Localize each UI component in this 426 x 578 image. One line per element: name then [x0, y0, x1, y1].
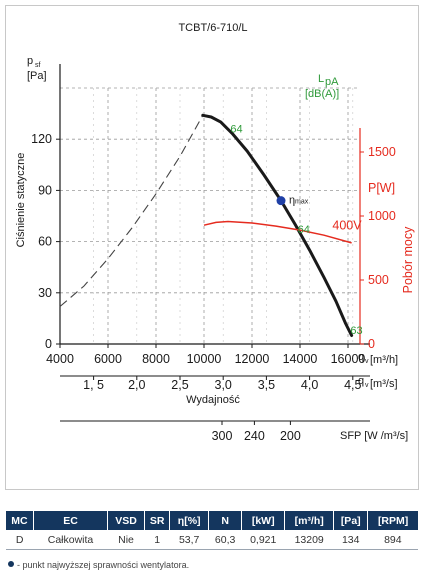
table-header-cell: EC: [33, 511, 109, 530]
x-tick-label-m3h: 16000: [331, 352, 366, 366]
x-tick-label-m3h: 8000: [142, 352, 170, 366]
lpa-marker-label: 64: [230, 123, 242, 135]
lpa-symbol: L: [318, 73, 324, 85]
y-axis-symbol: p: [27, 55, 33, 67]
lpa-marker-label: 63: [350, 325, 362, 337]
power-curve: [203, 220, 352, 244]
chart-title: TCBT/6-710/L: [178, 22, 247, 34]
table-header-cell: N: [208, 511, 243, 530]
x-axis-symbol-m3s: q: [358, 375, 364, 387]
axes: [56, 64, 370, 425]
power-tick-label: 1500: [368, 145, 396, 159]
table-cell: 134: [333, 530, 368, 550]
table-cell: 1: [144, 530, 170, 550]
table-header-cell: [kW]: [241, 511, 286, 530]
voltage-label: 400V: [332, 218, 362, 232]
x-axis-unit-m3s: [m³/s]: [370, 378, 398, 390]
y-axis-unit: [Pa]: [27, 70, 47, 82]
table-header-cell: SR: [144, 511, 171, 530]
x-axis-symbol-m3s-sub: v: [365, 382, 369, 389]
y-axis-symbol-sub: sf: [35, 62, 41, 69]
table-header-cell: [Pa]: [333, 511, 369, 530]
x-tick-label-m3s: 4,0: [301, 378, 318, 392]
pressure-curve: [201, 113, 354, 337]
y-tick-label: 0: [45, 337, 52, 351]
chart-frame: [5, 5, 419, 490]
sfp-tick-label: 200: [280, 429, 301, 443]
x-tick-label-m3h: 6000: [94, 352, 122, 366]
footnote-text: - punkt najwyższej sprawności wentylator…: [17, 560, 190, 570]
x-tick-label-m3h: 10000: [187, 352, 222, 366]
table-header-cell: MC: [6, 511, 34, 530]
eta-max-label-sub: max: [295, 199, 309, 206]
table-cell: 60,3: [208, 530, 242, 550]
x-axis-symbol-m3h: q: [358, 351, 364, 363]
fan-parameters-table: MC EC VSD SR η[%] N [kW] [m³/h] [Pa] [RPM] D Całko…: [6, 511, 418, 550]
x-tick-label-m3s: 4,5: [344, 378, 361, 392]
pressure-curve-dashed: [59, 115, 204, 307]
x-tick-label-m3s: 3,5: [258, 378, 275, 392]
x-tick-label-m3h: 12000: [235, 352, 270, 366]
table-cell: Całkowita: [33, 530, 108, 550]
table-cell: 894: [367, 530, 418, 550]
curves: [59, 113, 354, 337]
sfp-tick-label: 300: [212, 429, 233, 443]
x-tick-label-m3s: 3,0: [215, 378, 232, 392]
table-cell: 13209: [284, 530, 334, 550]
x-tick-label-m3h: 4000: [46, 352, 74, 366]
power-axis-title: Pobór mocy: [401, 226, 415, 293]
table-header-cell: VSD: [107, 511, 145, 530]
lpa-unit: [dB(A)]: [305, 88, 339, 100]
table-cell: Nie: [107, 530, 145, 550]
power-axis-symbol: P[W]: [368, 181, 395, 195]
x-axis-symbol-m3h-sub: v: [365, 358, 369, 365]
x-tick-label-m3s: 2,0: [128, 378, 145, 392]
grid: [60, 87, 360, 344]
table-row: D Całkowita Nie 1 53,7 60,3 0,921 13209 134 894: [6, 530, 418, 550]
table-header-cell: [RPM]: [367, 511, 418, 530]
sfp-tick-label: 240: [244, 429, 265, 443]
y-tick-label: 120: [31, 132, 52, 146]
operating-point-marker: [276, 196, 286, 206]
power-tick-label: 500: [368, 273, 389, 287]
footnote: - punkt najwyższej sprawności wentylator…: [8, 560, 189, 570]
power-tick-label: 0: [368, 337, 375, 351]
sfp-axis-title: SFP [W /m³/s]: [340, 430, 408, 442]
lpa-marker-label: 64: [298, 224, 310, 236]
x-axis-title: Wydajność: [186, 394, 240, 406]
table-header-cell: [m³/h]: [284, 511, 335, 530]
y-axis-title: Ciśnienie statyczne: [15, 153, 27, 248]
lpa-symbol-sub: pA: [325, 76, 339, 88]
power-tick-label: 1000: [368, 209, 396, 223]
x-tick-label-m3h: 14000: [283, 352, 318, 366]
table-cell: D: [6, 530, 34, 550]
y-tick-label: 60: [38, 235, 52, 249]
x-axis-unit-m3h: [m³/h]: [370, 354, 398, 366]
operating-point-bullet-icon: [8, 561, 14, 567]
x-tick-label-m3s: 2,5: [171, 378, 188, 392]
table-header-cell: η[%]: [169, 511, 209, 530]
table-cell: 53,7: [169, 530, 209, 550]
x-tick-label-m3s: 1, 5: [83, 378, 104, 392]
y-tick-label: 30: [38, 286, 52, 300]
table-cell: 0,921: [241, 530, 285, 550]
table-header-row: MC EC VSD SR η[%] N [kW] [m³/h] [Pa] [RPM]: [6, 511, 418, 530]
eta-max-label: η: [289, 195, 295, 207]
y-tick-label: 90: [38, 183, 52, 197]
